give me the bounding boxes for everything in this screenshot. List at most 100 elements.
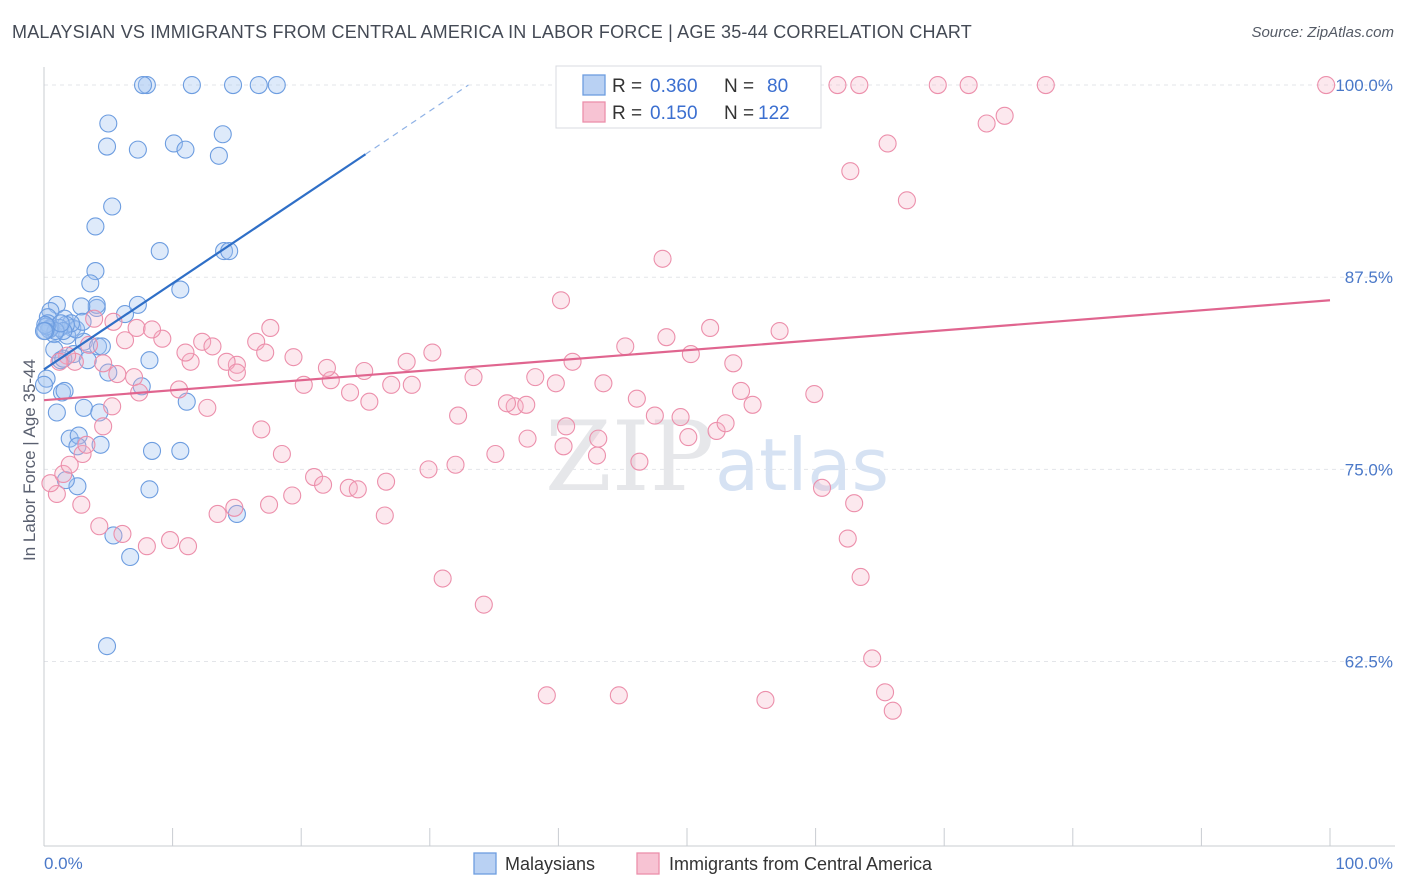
correlation-legend: R = 0.360 N = 80 R = 0.150 N = 122 bbox=[555, 65, 822, 129]
malaysians-point-43 bbox=[51, 314, 70, 333]
malaysians-point-60 bbox=[142, 441, 162, 460]
central-america-point-25 bbox=[360, 392, 379, 411]
y-tick-label-2: 87.5% bbox=[1345, 268, 1393, 287]
x-tick-labels: 0.0% 100.0% bbox=[44, 854, 1393, 873]
central-america-point-104 bbox=[208, 504, 227, 524]
central-america-point-26 bbox=[284, 348, 303, 367]
central-america-point-53 bbox=[863, 649, 882, 668]
y-tick-labels: 62.5% 75.0% 87.5% 100.0% bbox=[1335, 76, 1393, 671]
legend-label-malaysians: Malaysians bbox=[505, 854, 595, 874]
central-america-point-108 bbox=[113, 524, 132, 543]
malaysians-point-1 bbox=[133, 76, 153, 95]
malaysians-point-6 bbox=[209, 146, 228, 165]
central-america-point-42 bbox=[402, 375, 421, 394]
central-america-point-22 bbox=[701, 318, 720, 337]
central-america-point-46 bbox=[589, 429, 608, 448]
central-america-point-15 bbox=[743, 395, 762, 414]
legend-r-value-2: 0.150 bbox=[650, 103, 698, 124]
central-america-point-3 bbox=[977, 114, 996, 133]
malaysians-point-77 bbox=[97, 637, 117, 656]
central-america-point-23 bbox=[526, 368, 545, 387]
central-america-point-96 bbox=[446, 455, 465, 474]
central-america-point-50 bbox=[812, 478, 832, 497]
axes bbox=[43, 67, 1395, 847]
malaysians-point-11 bbox=[176, 140, 195, 159]
malaysians-point-57 bbox=[34, 375, 54, 394]
legend-swatch-malaysians bbox=[473, 852, 497, 875]
central-america-point-99 bbox=[348, 480, 367, 499]
malaysians-point-59 bbox=[55, 381, 74, 401]
central-america-point-101 bbox=[283, 486, 302, 505]
central-america-point-85 bbox=[627, 389, 646, 408]
central-america-point-64 bbox=[272, 444, 291, 464]
malaysians-trend-extension bbox=[365, 84, 469, 155]
malaysians-point-54 bbox=[99, 363, 118, 382]
central-america-point-1 bbox=[850, 76, 869, 95]
y-tick-label-1: 75.0% bbox=[1345, 460, 1393, 479]
central-america-point-87 bbox=[731, 381, 751, 401]
malaysians-trend-line bbox=[43, 153, 367, 371]
central-america-point-111 bbox=[47, 484, 66, 504]
legend-r-label-1: R = bbox=[612, 76, 642, 97]
malaysians-point-7 bbox=[99, 114, 118, 133]
central-america-point-105 bbox=[178, 537, 198, 556]
y-axis-label: In Labor Force | Age 35-44 bbox=[20, 359, 39, 561]
central-america-point-61 bbox=[375, 506, 394, 525]
central-america-point-14 bbox=[657, 328, 676, 347]
legend-n-value-2: 122 bbox=[758, 103, 790, 124]
central-america-point-31 bbox=[227, 355, 246, 374]
malaysians-point-3 bbox=[223, 76, 243, 95]
central-america-point-56 bbox=[756, 690, 775, 710]
malaysians-point-72 bbox=[104, 526, 123, 545]
x-tick-label-0: 0.0% bbox=[44, 854, 83, 873]
central-america-point-36 bbox=[153, 329, 172, 348]
legend-label-central-america: Immigrants from Central America bbox=[669, 854, 933, 874]
legend-swatch-blue bbox=[582, 74, 606, 96]
central-america-point-45 bbox=[557, 417, 576, 436]
central-america-point-93 bbox=[554, 437, 573, 456]
central-america-point-107 bbox=[137, 537, 156, 556]
central-america-point-35 bbox=[193, 332, 212, 351]
series-legend: Malaysians Immigrants from Central Ameri… bbox=[473, 852, 933, 875]
central-america-point-70 bbox=[94, 354, 113, 373]
central-america-point-40 bbox=[115, 331, 135, 350]
central-america-point-28 bbox=[382, 375, 401, 394]
central-america-point-66 bbox=[198, 398, 217, 417]
central-america-point-13 bbox=[551, 291, 571, 310]
legend-r-value-1: 0.360 bbox=[650, 76, 698, 97]
legend-n-label-1: N = bbox=[724, 76, 754, 97]
central-america-point-9 bbox=[878, 134, 897, 153]
central-america-point-117 bbox=[94, 417, 113, 436]
central-america-point-39 bbox=[127, 318, 146, 337]
central-america-point-60 bbox=[433, 569, 452, 588]
central-america-point-7 bbox=[928, 76, 947, 95]
central-america-point-121 bbox=[176, 343, 195, 362]
central-america-point-91 bbox=[630, 452, 649, 471]
central-america-point-98 bbox=[377, 472, 396, 491]
central-america-point-80 bbox=[397, 352, 416, 371]
central-america-point-109 bbox=[90, 517, 109, 536]
malaysians-point-63 bbox=[47, 403, 66, 422]
malaysians-point-12 bbox=[213, 125, 232, 144]
central-america-point-88 bbox=[805, 384, 824, 404]
central-america-point-69 bbox=[108, 365, 127, 384]
malaysians-point-9 bbox=[128, 140, 147, 159]
central-america-point-47 bbox=[645, 406, 664, 425]
malaysians-point-4 bbox=[249, 76, 268, 95]
malaysians-point-61 bbox=[74, 398, 93, 417]
legend-r-label-2: R = bbox=[612, 103, 642, 124]
central-america-point-112 bbox=[41, 474, 60, 493]
central-america-point-5 bbox=[1317, 76, 1336, 95]
central-america-point-19 bbox=[563, 352, 582, 371]
central-america-point-81 bbox=[464, 368, 483, 387]
chart-title: MALAYSIAN VS IMMIGRANTS FROM CENTRAL AME… bbox=[12, 22, 972, 42]
central-america-point-17 bbox=[616, 337, 635, 356]
central-america-point-86 bbox=[671, 408, 690, 427]
central-america-point-110 bbox=[72, 495, 91, 514]
central-america-point-49 bbox=[845, 494, 864, 513]
central-america-point-79 bbox=[355, 361, 374, 381]
central-america-point-65 bbox=[252, 420, 271, 439]
malaysians-point-2 bbox=[182, 76, 201, 95]
central-america-point-58 bbox=[537, 686, 556, 705]
